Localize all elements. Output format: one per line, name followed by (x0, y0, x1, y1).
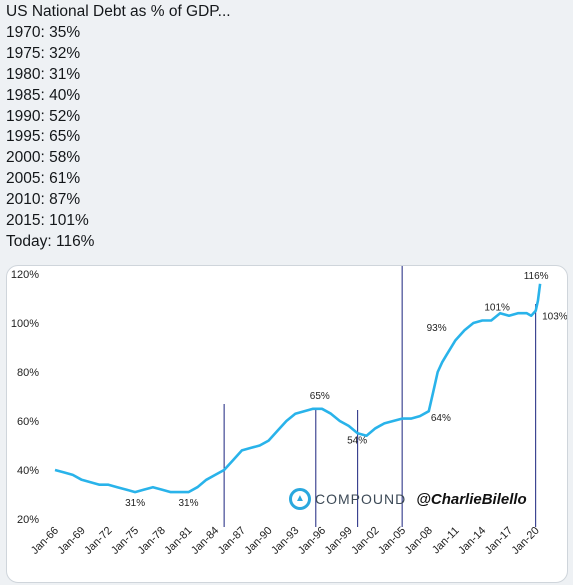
brand-name: COMPOUND (315, 491, 407, 507)
y-tick-label: 60% (17, 416, 39, 428)
y-tick-label: 40% (17, 465, 39, 477)
tweet-line: 1970: 35% (6, 23, 81, 41)
debt-line-chart: 20%40%60%80%100%120%Jan-66Jan-69Jan-72Ja… (11, 266, 567, 557)
x-tick-label: Jan-11 (430, 525, 462, 557)
tweet-line: 1975: 32% (6, 44, 81, 62)
x-tick-label: Jan-99 (323, 525, 355, 557)
data-label: 116% (524, 271, 549, 282)
x-tick-label: Jan-72 (82, 525, 114, 557)
data-label: 54% (347, 436, 367, 447)
x-tick-label: Jan-96 (296, 525, 328, 557)
data-label: 31% (125, 498, 145, 509)
x-tick-label: Jan-02 (349, 525, 381, 557)
series-line-debt (54, 283, 542, 494)
x-tick-label: Jan-93 (269, 525, 301, 557)
x-tick-label: Jan-84 (189, 525, 221, 557)
tweet-line: 2015: 101% (6, 212, 89, 230)
x-tick-label: Jan-05 (376, 525, 408, 557)
y-tick-label: 100% (11, 318, 39, 330)
tweet-line: 2010: 87% (6, 191, 81, 209)
x-tick-label: Jan-08 (403, 525, 435, 557)
tweet-line: Today: 116% (6, 232, 95, 250)
x-tick-label: Jan-69 (56, 525, 88, 557)
x-tick-label: Jan-20 (510, 525, 542, 557)
y-tick-label: 120% (11, 269, 39, 281)
x-tick-label: Jan-90 (242, 525, 274, 557)
tweet-headline: US National Debt as % of GDP... (6, 3, 231, 20)
tweet-line: 1985: 40% (6, 86, 81, 104)
data-label: 64% (431, 413, 451, 424)
x-tick-label: Jan-75 (109, 525, 141, 557)
data-label: 65% (310, 391, 330, 402)
tweet-line: 2005: 61% (6, 170, 81, 188)
tweet-text: US National Debt as % of GDP... 1970: 35%… (6, 2, 566, 253)
x-tick-label: Jan-81 (162, 525, 194, 557)
x-tick-label: Jan-14 (456, 525, 488, 557)
data-label: 31% (179, 498, 199, 509)
tweet-line: 1980: 31% (6, 65, 81, 83)
x-tick-label: Jan-78 (136, 525, 168, 557)
tweet-line: 2000: 58% (6, 149, 81, 167)
y-tick-label: 20% (17, 514, 39, 526)
chart-card[interactable]: 20% 40% 60% 80% 100% 120% Jan-66 Jan-69 Jan-72 Ja… (6, 265, 568, 583)
x-tick-label: Jan-17 (483, 525, 515, 557)
data-label: 93% (427, 323, 447, 334)
tweet-line: 1990: 52% (6, 107, 81, 125)
y-tick-label: 80% (17, 367, 39, 379)
data-label: 101% (484, 303, 510, 314)
watermark: ▲ COMPOUND @CharlieBilello (289, 488, 527, 510)
author-handle: @CharlieBilello (416, 490, 527, 508)
tweet-line: 1995: 65% (6, 128, 81, 146)
x-tick-label: Jan-66 (29, 525, 61, 557)
compound-logo-icon: ▲ (289, 488, 311, 510)
x-tick-label: Jan-87 (216, 525, 248, 557)
data-label: 103% (542, 312, 567, 323)
